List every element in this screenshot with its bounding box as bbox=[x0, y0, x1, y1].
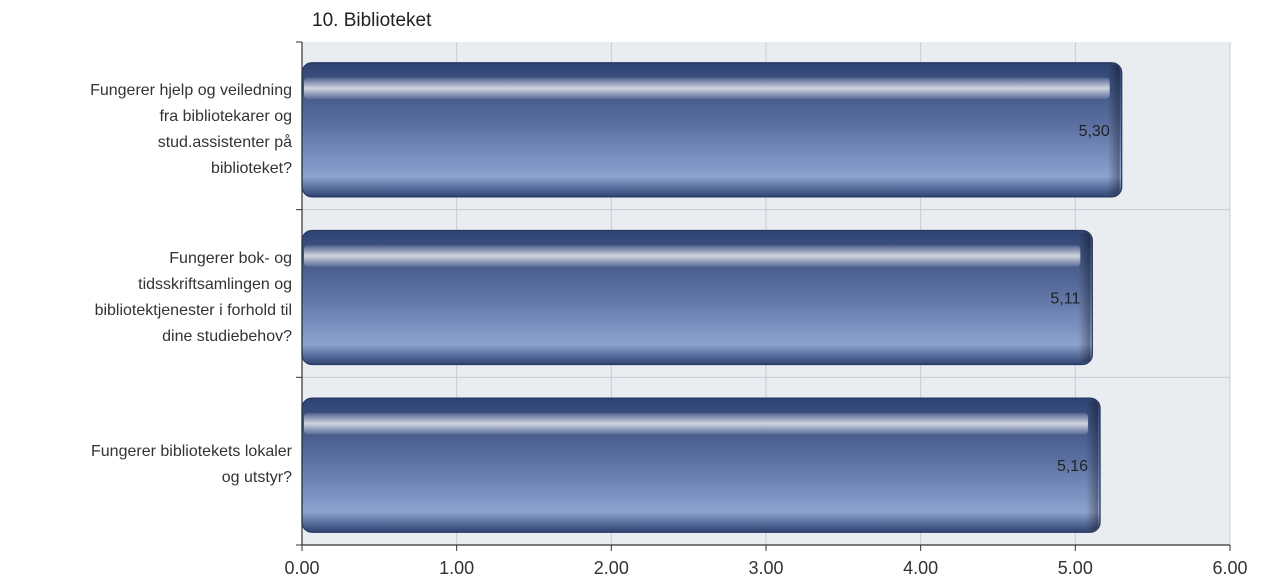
y-category-label: Fungerer bibliotekets lokaler og utstyr? bbox=[91, 443, 292, 487]
bar-end-shade bbox=[1107, 64, 1120, 195]
bar-end-shade bbox=[1086, 400, 1099, 531]
y-category-label: Fungerer bok- og tidsskriftsamlingen og bi… bbox=[94, 249, 292, 345]
bar-value-label: 5,16 bbox=[1057, 458, 1088, 475]
bars: 5,30 5,11 5,16 bbox=[301, 62, 1123, 533]
bar: 5,30 bbox=[301, 62, 1123, 198]
bar-end-shade bbox=[1078, 232, 1091, 363]
bar: 5,11 bbox=[301, 229, 1093, 366]
x-tick-label: 0.00 bbox=[284, 558, 319, 578]
x-tick-label: 5.00 bbox=[1058, 558, 1093, 578]
x-tick-label: 6.00 bbox=[1212, 558, 1247, 578]
bar-highlight bbox=[304, 412, 1089, 435]
bar-highlight bbox=[304, 245, 1081, 267]
bar-value-label: 5,11 bbox=[1050, 291, 1080, 308]
x-tick-label: 3.00 bbox=[748, 558, 783, 578]
x-tick-label: 4.00 bbox=[903, 558, 938, 578]
chart-title: 10. Biblioteket bbox=[312, 10, 432, 31]
x-tick-label: 2.00 bbox=[594, 558, 629, 578]
bar-highlight bbox=[304, 77, 1110, 99]
bar-value-label: 5,30 bbox=[1079, 123, 1110, 140]
bar: 5,16 bbox=[301, 397, 1101, 533]
y-category-label: Fungerer hjelp og veiledning fra bibliote… bbox=[90, 81, 292, 177]
x-axis-ticks: 0.00 1.00 2.00 3.00 4.00 5.00 6.00 bbox=[284, 545, 1248, 578]
x-tick-label: 1.00 bbox=[439, 558, 474, 578]
